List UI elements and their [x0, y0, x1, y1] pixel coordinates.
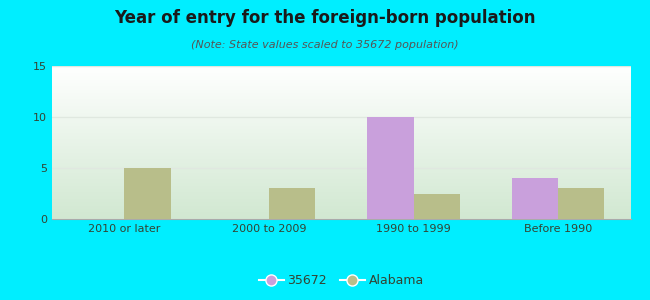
Legend: 35672, Alabama: 35672, Alabama	[254, 269, 429, 292]
Bar	[558, 188, 605, 219]
Text: (Note: State values scaled to 35672 population): (Note: State values scaled to 35672 popu…	[191, 40, 459, 50]
Bar	[124, 168, 170, 219]
Text: Year of entry for the foreign-born population: Year of entry for the foreign-born popul…	[114, 9, 536, 27]
Bar	[512, 178, 558, 219]
Bar	[413, 194, 460, 219]
Bar	[269, 188, 315, 219]
Bar	[367, 117, 413, 219]
